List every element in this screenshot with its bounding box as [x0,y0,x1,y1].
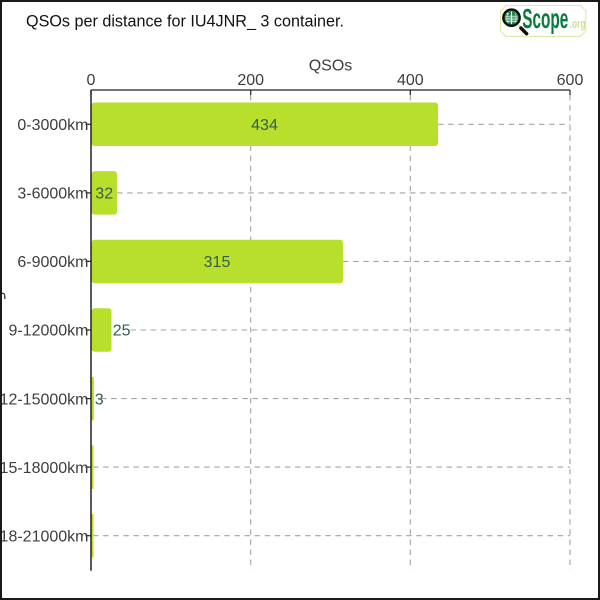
svg-text:6-9000km: 6-9000km [17,254,88,271]
svg-text:3-6000km: 3-6000km [17,186,88,203]
svg-text:0-3000km: 0-3000km [17,117,88,134]
svg-text:0: 0 [87,72,96,89]
svg-text:Scope: Scope [522,3,568,34]
svg-text:.org: .org [570,16,586,31]
svg-text:QSOs: QSOs [309,58,353,75]
svg-text:12-15000km: 12-15000km [0,391,89,408]
svg-text:25: 25 [113,323,131,340]
svg-text:3: 3 [95,391,104,408]
svg-text:400: 400 [397,72,424,89]
svg-text:600: 600 [557,72,584,89]
svg-text:18-21000km: 18-21000km [0,528,89,545]
svg-text:315: 315 [204,254,231,271]
svg-text:QSOs per distance for IU4JNR_: QSOs per distance for IU4JNR_ 3 containe… [26,12,344,31]
svg-text:9-12000km: 9-12000km [8,323,88,340]
svg-text:434: 434 [251,117,278,134]
svg-text:32: 32 [95,186,113,203]
svg-text:15-18000km: 15-18000km [0,460,89,477]
svg-text:200: 200 [237,72,264,89]
